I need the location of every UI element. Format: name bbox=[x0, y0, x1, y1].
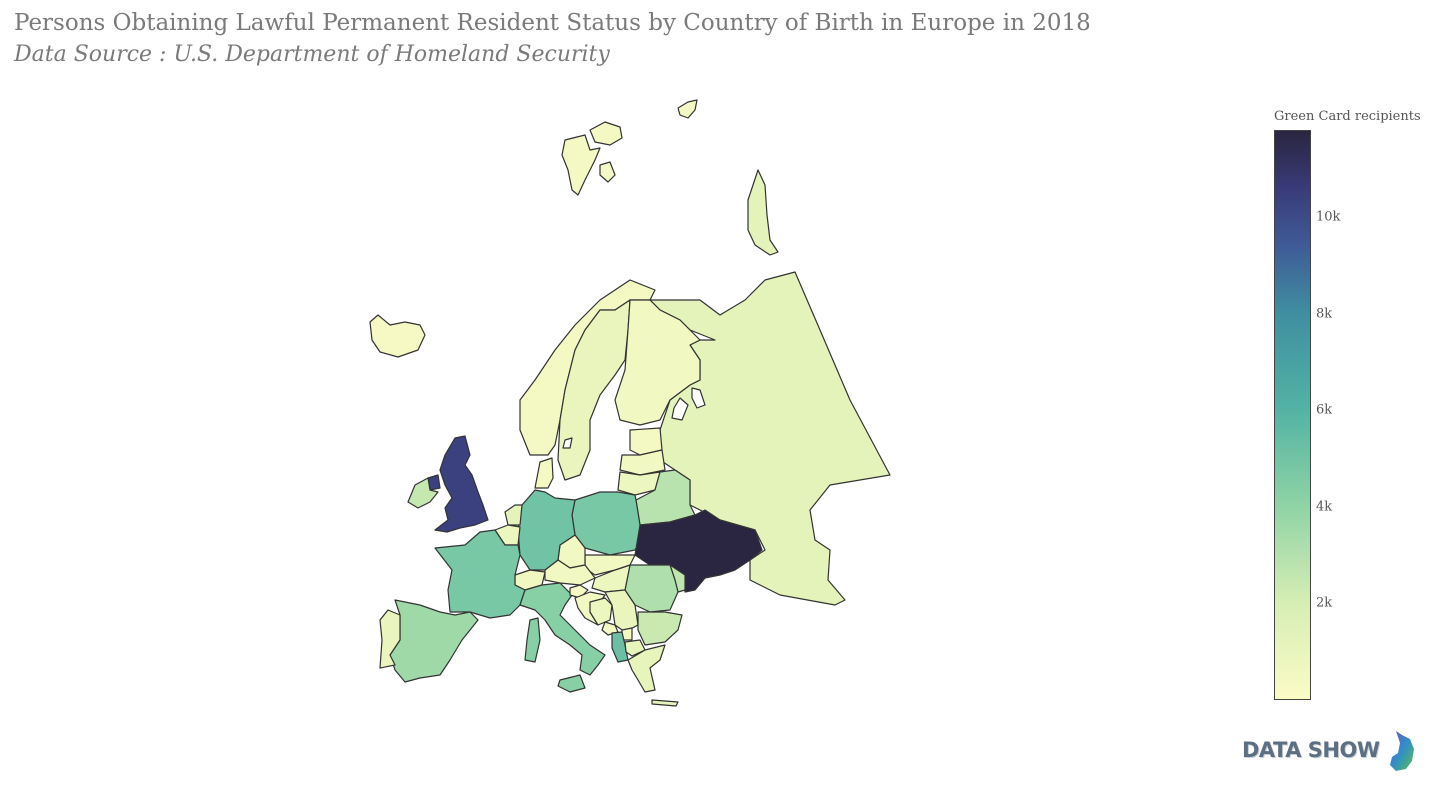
island-crete[interactable] bbox=[651, 699, 679, 707]
colorbar-tick-label: 10k bbox=[1316, 209, 1341, 225]
island-svalbard[interactable] bbox=[561, 121, 623, 196]
country-finland[interactable] bbox=[614, 299, 701, 426]
country-netherlands[interactable] bbox=[504, 504, 523, 526]
colorbar-title: Green Card recipients bbox=[1274, 109, 1421, 124]
colorbar-gradient bbox=[1274, 130, 1311, 700]
country-united-kingdom[interactable] bbox=[434, 435, 489, 533]
data-show-logo: DATA SHOW bbox=[1242, 731, 1422, 774]
country-latvia[interactable] bbox=[619, 449, 666, 476]
colorbar-tick-label: 8k bbox=[1316, 306, 1333, 322]
lake-vanern bbox=[562, 437, 573, 449]
page-title: Persons Obtaining Lawful Permanent Resid… bbox=[14, 10, 1091, 36]
island-franz-josef[interactable] bbox=[677, 99, 698, 119]
island-sicily[interactable] bbox=[557, 674, 586, 693]
country-iceland[interactable] bbox=[369, 314, 426, 358]
page-subtitle: Data Source : U.S. Department of Homelan… bbox=[14, 42, 610, 67]
lake-onega bbox=[691, 387, 706, 409]
country-austria[interactable] bbox=[544, 559, 596, 586]
logo-text: DATA SHOW bbox=[1242, 738, 1380, 762]
country-france[interactable] bbox=[434, 529, 526, 619]
country-ireland[interactable] bbox=[407, 477, 439, 509]
country-portugal[interactable] bbox=[379, 609, 401, 669]
lake-ladoga bbox=[671, 397, 689, 421]
colorbar-tick-label: 2k bbox=[1316, 595, 1333, 611]
country-greece[interactable] bbox=[627, 644, 666, 693]
colorbar-tick-label: 4k bbox=[1316, 499, 1333, 515]
island-novaya-zemlya[interactable] bbox=[747, 169, 779, 256]
country-bulgaria[interactable] bbox=[637, 611, 683, 646]
country-denmark[interactable] bbox=[534, 457, 554, 489]
logo-mark-icon bbox=[1390, 731, 1414, 771]
colorbar-tick-label: 6k bbox=[1316, 402, 1333, 418]
country-bosnia[interactable] bbox=[589, 597, 613, 626]
country-north-macedonia[interactable] bbox=[624, 639, 646, 657]
island-sardinia-corsica[interactable] bbox=[524, 617, 541, 663]
